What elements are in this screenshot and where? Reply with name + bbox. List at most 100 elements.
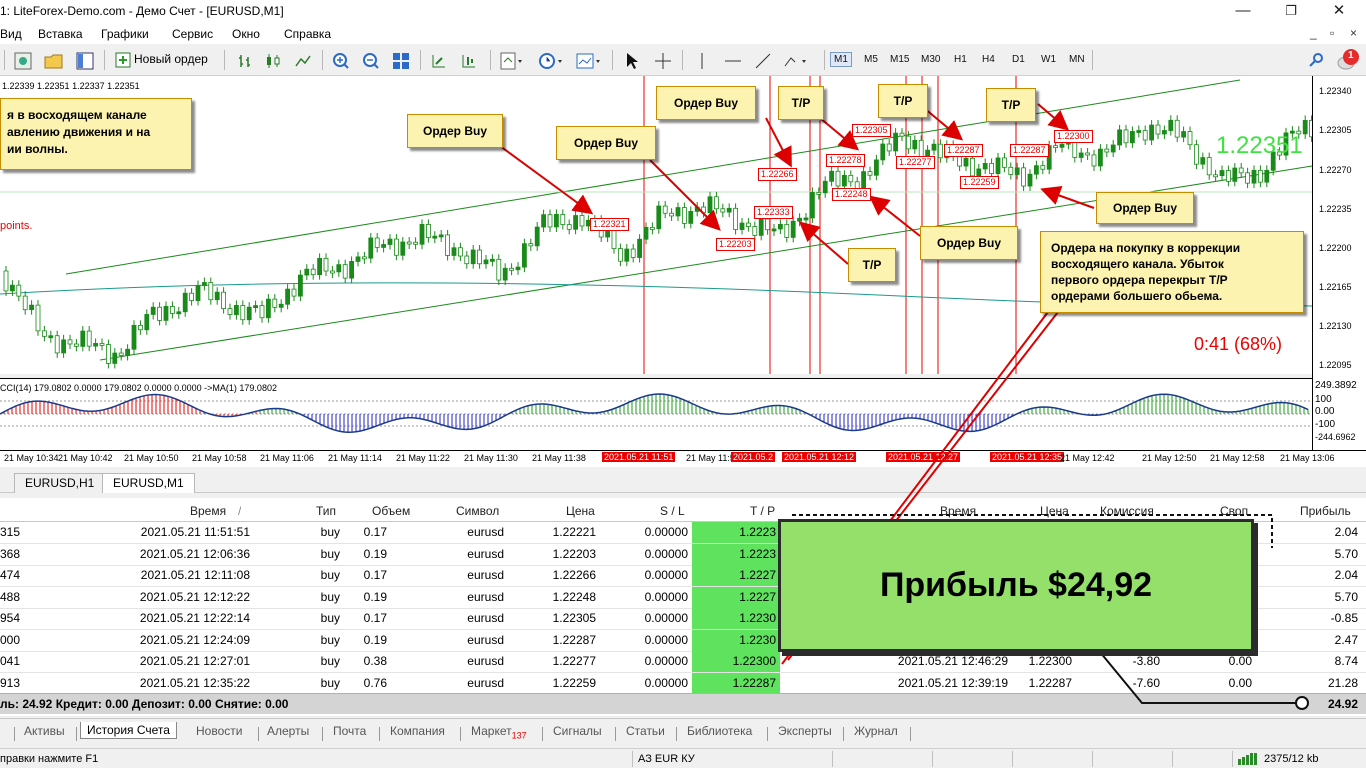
notifications-button[interactable]: 1 bbox=[1336, 48, 1360, 72]
buy-callout: Ордер Buy bbox=[1096, 192, 1194, 224]
candle-body bbox=[1290, 130, 1295, 134]
child-close-icon[interactable]: × bbox=[1350, 26, 1358, 40]
zoom-in-icon[interactable] bbox=[332, 52, 350, 70]
cci-indicator-pane[interactable]: CCI(14) 179.0802 0.0000 179.0802 0.0000 … bbox=[0, 378, 1312, 450]
price-chart[interactable]: 1.22339 1.22351 1.22337 1.22351 points. … bbox=[0, 76, 1312, 374]
header-time[interactable]: Время bbox=[190, 504, 227, 518]
tab-articles[interactable]: Статьи bbox=[626, 724, 665, 738]
cell-symbol: eurusd bbox=[467, 546, 504, 561]
tile-windows-icon[interactable] bbox=[392, 52, 410, 70]
profiles-icon[interactable] bbox=[14, 52, 32, 70]
timeframe-m15[interactable]: M15 bbox=[890, 54, 910, 65]
tab-experts[interactable]: Эксперты bbox=[778, 724, 832, 738]
vertical-line-icon[interactable] bbox=[696, 52, 708, 70]
candle-body bbox=[842, 174, 847, 187]
header-sl[interactable]: S / L bbox=[660, 504, 685, 518]
candle-body bbox=[349, 261, 355, 279]
timeframe-m1[interactable]: M1 bbox=[830, 52, 852, 67]
tab-mail[interactable]: Почта bbox=[333, 724, 367, 738]
periods-clock-icon[interactable] bbox=[538, 52, 566, 70]
cursor-icon[interactable] bbox=[624, 52, 640, 70]
toolbar: Новый ордер M1 M5 M15 M30 H1 H4 D1 W1 MN… bbox=[0, 44, 1366, 76]
restore-icon[interactable]: ❐ bbox=[1285, 3, 1297, 18]
menu-view[interactable]: Вид bbox=[0, 27, 22, 41]
tp-highlight bbox=[692, 651, 780, 672]
header-tp[interactable]: T / P bbox=[750, 504, 776, 518]
candle-body bbox=[214, 291, 220, 301]
tab-news[interactable]: Новости bbox=[196, 724, 243, 738]
candle-body bbox=[483, 259, 489, 265]
timeframe-w1[interactable]: W1 bbox=[1041, 54, 1056, 65]
tab-alerts[interactable]: Алерты bbox=[267, 724, 310, 738]
autoscroll-icon[interactable] bbox=[430, 52, 448, 70]
menu-tools[interactable]: Сервис bbox=[172, 27, 214, 41]
tab-market[interactable]: Маркет137 bbox=[471, 724, 527, 740]
new-order-button[interactable]: Новый ордер bbox=[112, 50, 208, 70]
timeframe-d1[interactable]: D1 bbox=[1012, 54, 1025, 65]
line-chart-icon[interactable] bbox=[294, 52, 312, 70]
menu-window[interactable]: Окно bbox=[232, 27, 260, 41]
indicators-icon[interactable] bbox=[500, 52, 524, 70]
price-axis[interactable]: 1.22340 1.22305 1.22270 1.22235 1.22200 … bbox=[1312, 76, 1366, 450]
bar-chart-icon[interactable] bbox=[236, 52, 254, 70]
chart-shift-icon[interactable] bbox=[460, 52, 478, 70]
tab-library[interactable]: Библиотека bbox=[687, 724, 753, 738]
timeframe-m5[interactable]: M5 bbox=[864, 54, 878, 65]
minimize-icon[interactable]: — bbox=[1235, 2, 1251, 19]
cell-tp: 1.22287 bbox=[732, 675, 776, 690]
tab-eurusd-m1[interactable]: EURUSD,M1 bbox=[102, 473, 195, 493]
tab-account-history[interactable]: История Счета bbox=[80, 722, 177, 739]
templates-icon[interactable] bbox=[576, 52, 604, 70]
time-axis[interactable]: 21 May 10:34 21 May 10:42 21 May 10:50 2… bbox=[0, 450, 1366, 467]
menu-help[interactable]: Справка bbox=[284, 27, 332, 41]
order-price-label: 1.22248 bbox=[832, 188, 871, 201]
horizontal-line-icon[interactable] bbox=[724, 52, 742, 70]
candle-body bbox=[605, 229, 610, 238]
cell-sl: 0.00000 bbox=[644, 632, 688, 647]
cell-commission: -7.60 bbox=[1132, 675, 1160, 690]
candle-body bbox=[42, 330, 47, 337]
tab-eurusd-h1[interactable]: EURUSD,H1 bbox=[14, 473, 106, 493]
child-restore-icon[interactable]: ▫ bbox=[1330, 26, 1335, 40]
timeframe-mn[interactable]: MN bbox=[1069, 54, 1085, 65]
search-icon[interactable] bbox=[1308, 52, 1324, 70]
candle-body bbox=[797, 217, 802, 222]
candle-body bbox=[233, 305, 239, 315]
timeframe-h1[interactable]: H1 bbox=[954, 54, 967, 65]
timeframe-m30[interactable]: M30 bbox=[921, 54, 941, 65]
candle-body bbox=[995, 157, 1001, 174]
candle-body bbox=[1142, 130, 1148, 141]
header-volume[interactable]: Объем bbox=[372, 504, 411, 518]
candle-body bbox=[1117, 129, 1122, 146]
menu-insert[interactable]: Вставка bbox=[38, 27, 83, 41]
tab-journal[interactable]: Журнал bbox=[854, 724, 898, 738]
cell-symbol: eurusd bbox=[467, 589, 504, 604]
candle-body bbox=[61, 339, 66, 354]
header-type[interactable]: Тип bbox=[316, 504, 337, 518]
header-profit[interactable]: Прибыль bbox=[1300, 504, 1351, 518]
trendline-icon[interactable] bbox=[754, 52, 772, 70]
cell-swap: 0.00 bbox=[1228, 675, 1252, 690]
tab-signals[interactable]: Сигналы bbox=[553, 724, 602, 738]
candle-body bbox=[1174, 119, 1180, 138]
tab-assets[interactable]: Активы bbox=[24, 724, 65, 738]
navigator-icon[interactable] bbox=[76, 52, 94, 70]
crosshair-icon[interactable] bbox=[654, 52, 672, 70]
tab-company[interactable]: Компания bbox=[390, 724, 445, 738]
close-icon[interactable]: ✕ bbox=[1332, 2, 1346, 19]
child-minimize-icon[interactable]: _ bbox=[1310, 26, 1317, 40]
zoom-out-icon[interactable] bbox=[362, 52, 380, 70]
candle-body bbox=[163, 306, 169, 321]
candle-body bbox=[48, 335, 54, 339]
cell-ticket: 913 bbox=[0, 675, 21, 690]
header-price[interactable]: Цена bbox=[566, 504, 595, 518]
shapes-icon[interactable] bbox=[782, 52, 812, 70]
cell-type: buy bbox=[320, 568, 340, 582]
header-symbol[interactable]: Символ bbox=[456, 504, 500, 518]
candle-body bbox=[1014, 167, 1020, 175]
menu-charts[interactable]: Графики bbox=[101, 27, 149, 41]
timeframe-h4[interactable]: H4 bbox=[982, 54, 995, 65]
buy-callout: Ордер Buy bbox=[920, 226, 1018, 260]
candlestick-icon[interactable] bbox=[264, 52, 282, 70]
folder-icon[interactable] bbox=[44, 52, 64, 70]
